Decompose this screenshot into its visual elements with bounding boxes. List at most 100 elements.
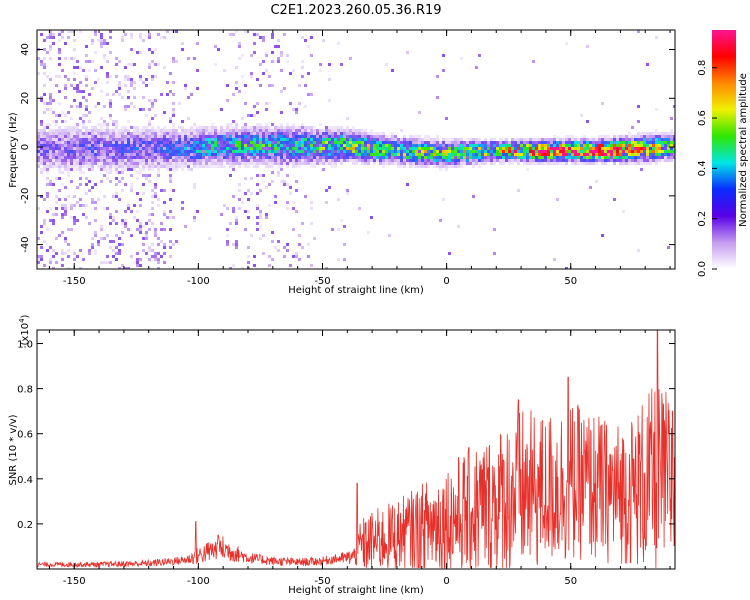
heatmap-cell (214, 144, 217, 147)
heatmap-cell (601, 156, 604, 159)
heatmap-cell (301, 36, 304, 39)
heatmap-cell (235, 81, 238, 84)
heatmap-cell (487, 150, 490, 153)
heatmap-cell (526, 156, 529, 159)
heatmap-cell (64, 168, 67, 171)
heatmap-cell (652, 138, 655, 141)
heatmap-cell (319, 69, 322, 72)
heatmap-cell (232, 147, 235, 150)
heatmap-cell (646, 144, 649, 147)
heatmap-cell (64, 138, 67, 141)
heatmap-cell (97, 150, 100, 153)
heatmap-cell (406, 159, 409, 162)
heatmap-cell (436, 135, 439, 138)
heatmap-cell (43, 129, 46, 132)
heatmap-cell (121, 219, 124, 222)
heatmap-cell (283, 129, 286, 132)
heatmap-cell (70, 117, 73, 120)
heatmap-cell (172, 123, 175, 126)
heatmap-cell (229, 174, 232, 177)
heatmap-cell (226, 129, 229, 132)
heatmap-cell (277, 150, 280, 153)
heatmap-cell (43, 66, 46, 69)
heatmap-cell (220, 156, 223, 159)
heatmap-cell (52, 42, 55, 45)
heatmap-cell (184, 132, 187, 135)
heatmap-cell (313, 144, 316, 147)
heatmap-cell (121, 165, 124, 168)
heatmap-cell (172, 138, 175, 141)
heatmap-cell (139, 225, 142, 228)
heatmap-cell (514, 147, 517, 150)
heatmap-cell (37, 153, 40, 156)
heatmap-cell (334, 135, 337, 138)
heatmap-cell (229, 138, 232, 141)
heatmap-cell (649, 132, 652, 135)
heatmap-cell (307, 243, 310, 246)
heatmap-cell (490, 162, 493, 165)
heatmap-cell (319, 138, 322, 141)
heatmap-cell (379, 132, 382, 135)
heatmap-cell (94, 30, 97, 33)
heatmap-cell (199, 156, 202, 159)
heatmap-cell (661, 159, 664, 162)
heatmap-cell (658, 159, 661, 162)
heatmap-cell (61, 138, 64, 141)
heatmap-cell (106, 159, 109, 162)
heatmap-cell (262, 36, 265, 39)
heatmap-cell (298, 135, 301, 138)
heatmap-cell (448, 165, 451, 168)
heatmap-cell (463, 162, 466, 165)
heatmap-cell (166, 144, 169, 147)
heatmap-cell (256, 33, 259, 36)
heatmap-cell (517, 159, 520, 162)
heatmap-cell (64, 210, 67, 213)
heatmap-cell (256, 204, 259, 207)
heatmap-cell (70, 147, 73, 150)
heatmap-cell (85, 138, 88, 141)
heatmap-cell (172, 141, 175, 144)
heatmap-cell (88, 162, 91, 165)
heatmap-cell (73, 144, 76, 147)
heatmap-cell (226, 126, 229, 129)
heatmap-cell (334, 153, 337, 156)
heatmap-cell (139, 135, 142, 138)
heatmap-cell (226, 228, 229, 231)
heatmap-cell (121, 132, 124, 135)
heatmap-cell (289, 72, 292, 75)
heatmap-cell (226, 159, 229, 162)
heatmap-cell (46, 144, 49, 147)
heatmap-cell (106, 147, 109, 150)
heatmap-cell (82, 159, 85, 162)
heatmap-cell (103, 132, 106, 135)
heatmap-cell (40, 129, 43, 132)
heatmap-cell (373, 156, 376, 159)
heatmap-cell (295, 210, 298, 213)
heatmap-cell (634, 147, 637, 150)
heatmap-cell (349, 147, 352, 150)
heatmap-cell (649, 162, 652, 165)
heatmap-cell (364, 159, 367, 162)
heatmap-cell (520, 156, 523, 159)
heatmap-cell (496, 141, 499, 144)
heatmap-cell (277, 60, 280, 63)
heatmap-cell (259, 213, 262, 216)
heatmap-cell (637, 120, 640, 123)
heatmap-cell (226, 99, 229, 102)
heatmap-cell (118, 81, 121, 84)
heatmap-cell (163, 138, 166, 141)
heatmap-cell (316, 153, 319, 156)
heatmap-cell (631, 126, 634, 129)
heatmap-cell (541, 162, 544, 165)
heatmap-cell (415, 144, 418, 147)
heatmap-cell (211, 132, 214, 135)
heatmap-cell (202, 138, 205, 141)
heatmap-cell (172, 93, 175, 96)
heatmap-cell (244, 135, 247, 138)
heatmap-cell (64, 120, 67, 123)
heatmap-cell (58, 168, 61, 171)
heatmap-cell (604, 141, 607, 144)
heatmap-cell (265, 123, 268, 126)
heatmap-cell (583, 147, 586, 150)
heatmap-cell (175, 159, 178, 162)
